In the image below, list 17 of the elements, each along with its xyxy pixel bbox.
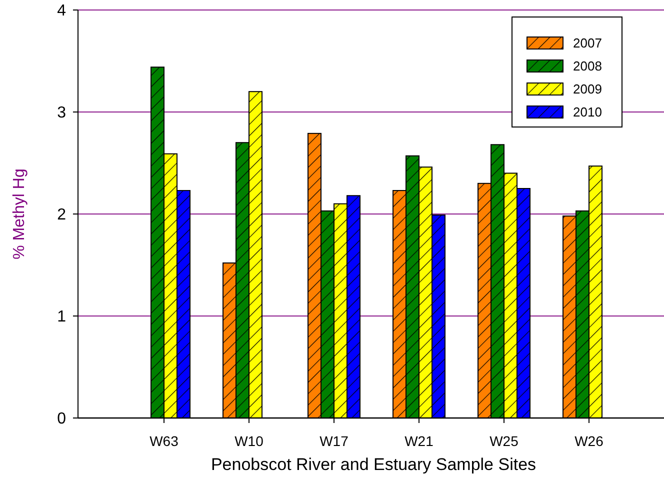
- x-tick-label: W25: [490, 433, 519, 449]
- y-tick-label: 3: [57, 104, 66, 122]
- x-tick-label: W63: [150, 433, 179, 449]
- y-tick-label: 1: [57, 308, 66, 326]
- x-axis-title: Penobscot River and Estuary Sample Sites: [210, 455, 536, 474]
- y-axis-title: % Methyl Hg: [11, 168, 28, 260]
- x-tick-label: W10: [234, 433, 264, 449]
- legend-label: 2009: [573, 82, 602, 97]
- y-tick-label: 4: [57, 2, 66, 20]
- legend-label: 2010: [573, 104, 602, 120]
- y-tick-label: 0: [57, 410, 66, 428]
- legend-label: 2007: [573, 36, 602, 51]
- legend-label: 2008: [573, 58, 602, 74]
- x-tick-label: W26: [574, 433, 604, 449]
- y-tick-label: 2: [57, 206, 66, 224]
- x-tick-label: W17: [320, 433, 349, 449]
- x-tick-label: W21: [404, 433, 434, 449]
